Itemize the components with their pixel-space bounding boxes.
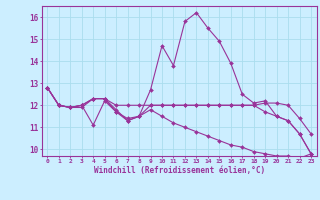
X-axis label: Windchill (Refroidissement éolien,°C): Windchill (Refroidissement éolien,°C)	[94, 166, 265, 175]
